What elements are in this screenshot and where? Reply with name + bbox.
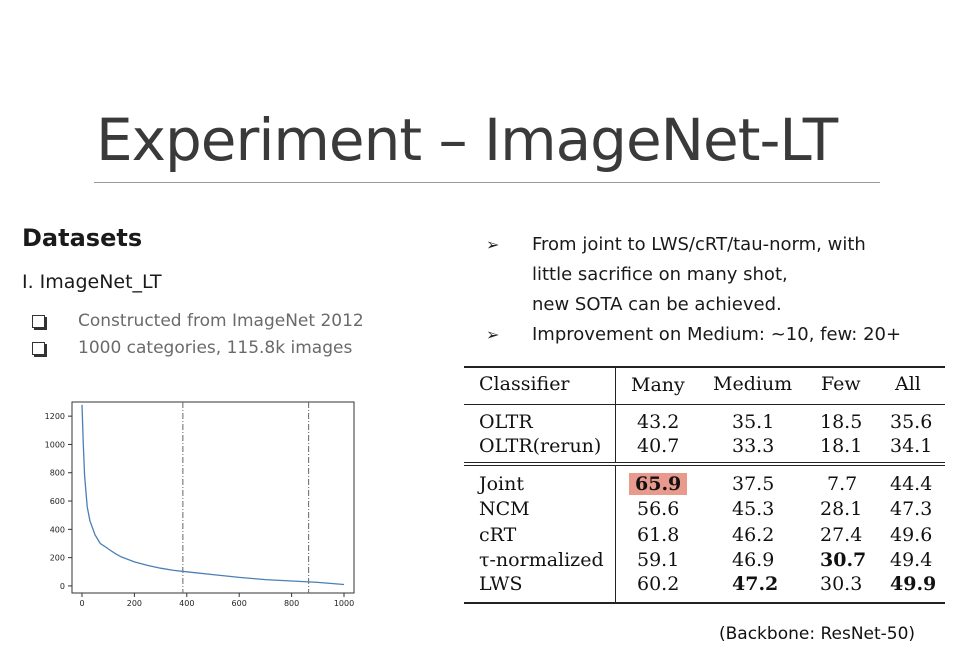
title-underline [94,182,880,183]
table-cell-highlighted: 65.9 [629,472,688,496]
table-row-label: Joint [479,473,525,495]
key-point: ➢ From joint to LWS/cRT/tau-norm, with l… [486,230,901,320]
distribution-line [81,404,345,586]
x-tick-label: 0 [79,599,84,608]
y-tick-label: 400 [50,525,65,534]
table-cell: 30.7 [820,549,867,571]
x-tick-label: 200 [127,599,142,608]
table-cell: 35.6 [890,411,933,433]
x-tick-label: 800 [284,599,299,608]
class-distribution-chart: 0 200 400 600 800 1000 0 200 400 600 800 1000 1200 [45,401,355,608]
table-bottom-rule [464,602,945,604]
table-row-label: OLTR [479,411,533,433]
table-cell: 18.1 [820,435,863,457]
table-cell: 60.2 [637,573,680,595]
key-points-list: ➢ From joint to LWS/cRT/tau-norm, with l… [486,230,901,350]
table-group-rule [464,465,945,466]
x-tick-label: 400 [179,599,194,608]
table-cell: 35.1 [732,411,775,433]
table-column-divider [615,368,616,404]
table-header: Medium [713,373,793,395]
table-cell: 37.5 [732,473,775,495]
arrow-bullet-icon: ➢ [486,325,500,344]
table-cell: 7.7 [827,473,858,495]
dataset-name: I. ImageNet_LT [22,271,162,293]
table-cell: 34.1 [890,435,933,457]
table-header: Classifier [479,373,570,395]
y-tick-label: 1000 [45,440,65,449]
table-cell: 44.4 [890,473,933,495]
table-row-label: NCM [479,498,530,520]
table-group-rule [464,462,945,463]
x-tick-label: 1000 [334,599,354,608]
table-row-label: OLTR(rerun) [479,435,602,457]
table-header: Few [821,373,861,395]
table-cell: 49.9 [890,573,937,595]
y-tick-label: 200 [50,554,65,563]
y-tick-label: 600 [50,497,65,506]
slide-title: Experiment – ImageNet-LT [96,106,838,174]
arrow-bullet-icon: ➢ [486,235,500,254]
table-cell: 18.5 [820,411,863,433]
checkbox-bullet-icon [32,315,45,328]
table-cell: 33.3 [732,435,775,457]
table-row-label: LWS [479,573,523,595]
table-header-rule [464,404,945,405]
table-top-rule [464,366,945,368]
plot-frame [71,401,355,594]
table-cell: 43.2 [637,411,680,433]
table-cell: 56.6 [637,498,680,520]
table-cell: 28.1 [820,498,863,520]
x-tick-label: 600 [232,599,247,608]
table-cell: 40.7 [637,435,680,457]
y-tick-label: 800 [50,469,65,478]
table-row-label: τ-normalized [479,549,604,571]
table-cell: 59.1 [637,549,680,571]
table-cell: 30.3 [820,573,863,595]
table-cell: 47.2 [732,573,779,595]
table-cell: 46.9 [732,549,775,571]
table-cell: 45.3 [732,498,775,520]
datasets-heading: Datasets [22,224,143,252]
table-column-divider [615,405,616,462]
table-header: All [895,373,921,395]
backbone-note: (Backbone: ResNet-50) [719,624,916,644]
table-row-label: cRT [479,524,517,546]
y-tick-label: 0 [60,582,65,591]
table-cell: 49.4 [890,549,933,571]
y-tick-label: 1200 [45,412,65,421]
table-column-divider [615,466,616,602]
table-cell: 47.3 [890,498,933,520]
checkbox-bullet-icon [32,342,45,355]
table-cell: 46.2 [732,524,775,546]
table-cell: 61.8 [637,524,680,546]
key-point: ➢ Improvement on Medium: ~10, few: 20+ [486,320,901,350]
table-cell: 27.4 [820,524,863,546]
table-cell: 49.6 [890,524,933,546]
table-header: Many [631,374,685,396]
